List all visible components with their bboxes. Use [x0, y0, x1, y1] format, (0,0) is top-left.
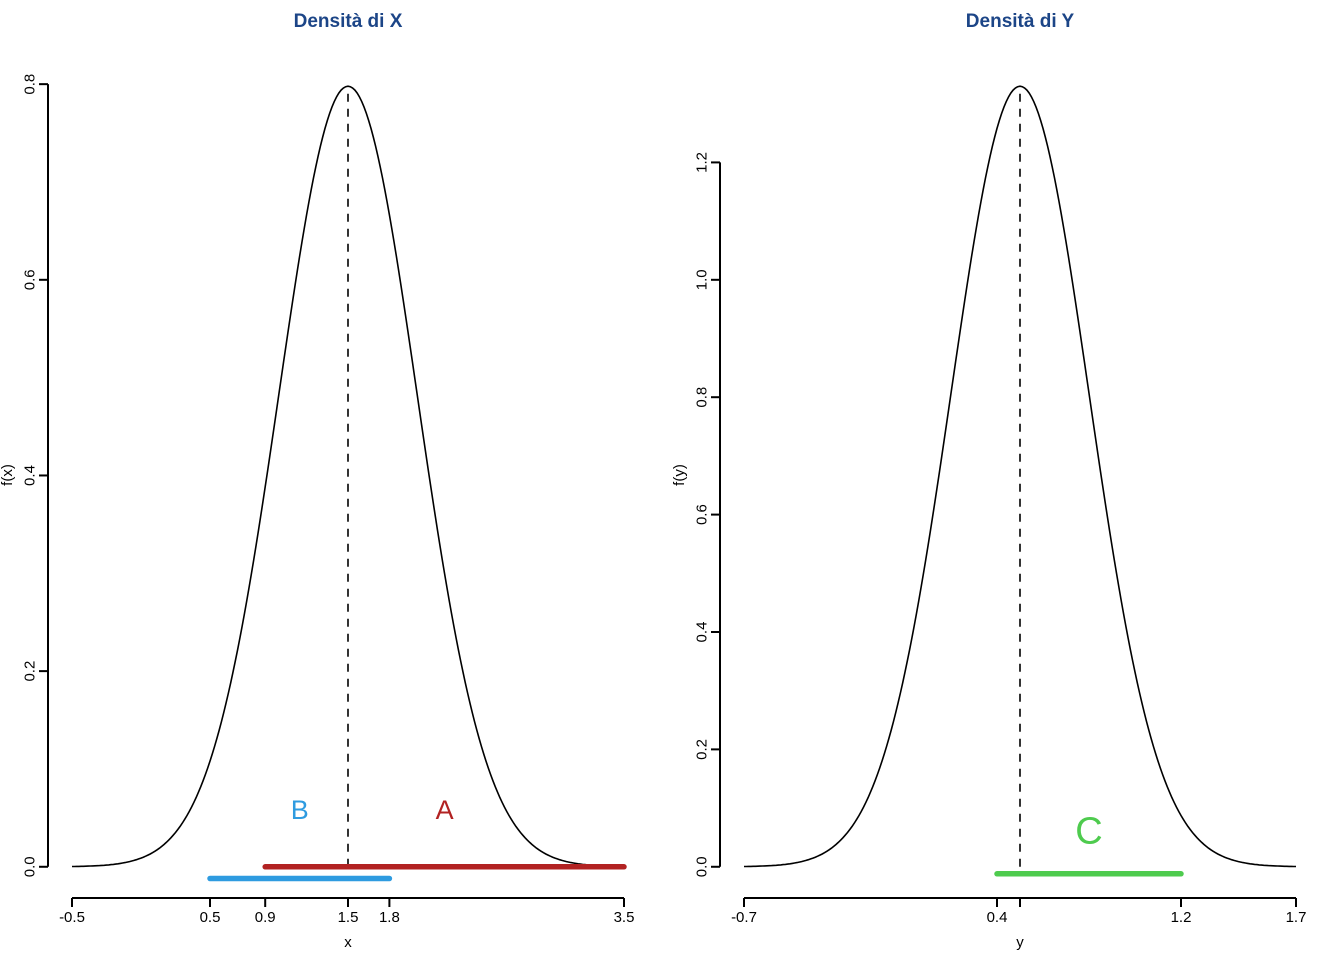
density-curve	[744, 85, 1296, 868]
right-chart-title: Densità di Y	[966, 11, 1075, 32]
panel-x: -0.5 0.5 0.9 1.5 1.8 3.5 0.0 0.2 0.4 0.6 0.8 A B	[21, 74, 634, 926]
y-tick-label: 0.8	[21, 74, 38, 95]
y-tick-label: 0.8	[694, 387, 711, 408]
segment-label-A: A	[436, 795, 454, 825]
y-tick-label: 0.6	[693, 504, 710, 525]
x-tick-label: -0.5	[59, 909, 85, 926]
x-tick-label: -0.7	[731, 909, 757, 926]
x-tick-label: 0.9	[255, 909, 276, 926]
y-tick-label: 0.4	[693, 622, 710, 643]
x-tick-label: 1.7	[1286, 909, 1307, 926]
right-y-axis-label: f(y)	[671, 464, 688, 486]
y-tick-label: 1.2	[694, 152, 711, 173]
segment-label-B: B	[291, 795, 309, 825]
density-curve	[72, 85, 624, 868]
panel-y: -0.7 0.4 1.2 1.7 0.0 0.2 0.4 0.6 0.8 1.0 1.2 C	[693, 85, 1307, 926]
y-tick-label: 0.6	[22, 269, 39, 290]
y-tick-label: 0.2	[693, 739, 710, 760]
y-tick-label: 0.4	[21, 465, 38, 486]
left-chart-title: Densità di X	[294, 11, 403, 32]
x-tick-label: 1.2	[1171, 909, 1192, 926]
left-y-axis-label: f(x)	[0, 464, 16, 486]
segment-label-C: C	[1075, 811, 1102, 853]
y-tick-label: 1.0	[694, 269, 711, 290]
right-x-axis-label: y	[1016, 934, 1024, 951]
y-tick-label: 0.0	[693, 856, 710, 877]
x-tick-label: 0.5	[200, 909, 221, 926]
x-tick-label: 0.4	[987, 909, 1008, 926]
x-tick-label: 1.5	[338, 909, 359, 926]
y-tick-label: 0.0	[21, 856, 38, 877]
x-tick-label: 3.5	[614, 909, 635, 926]
x-tick-label: 1.8	[379, 909, 400, 926]
left-x-axis-label: x	[344, 934, 352, 951]
y-tick-label: 0.2	[22, 661, 39, 682]
generated-chart-layer: -0.5 0.5 0.9 1.5 1.8 3.5 0.0 0.2 0.4 0.6 0.8 A B -0.7…	[21, 74, 1306, 926]
